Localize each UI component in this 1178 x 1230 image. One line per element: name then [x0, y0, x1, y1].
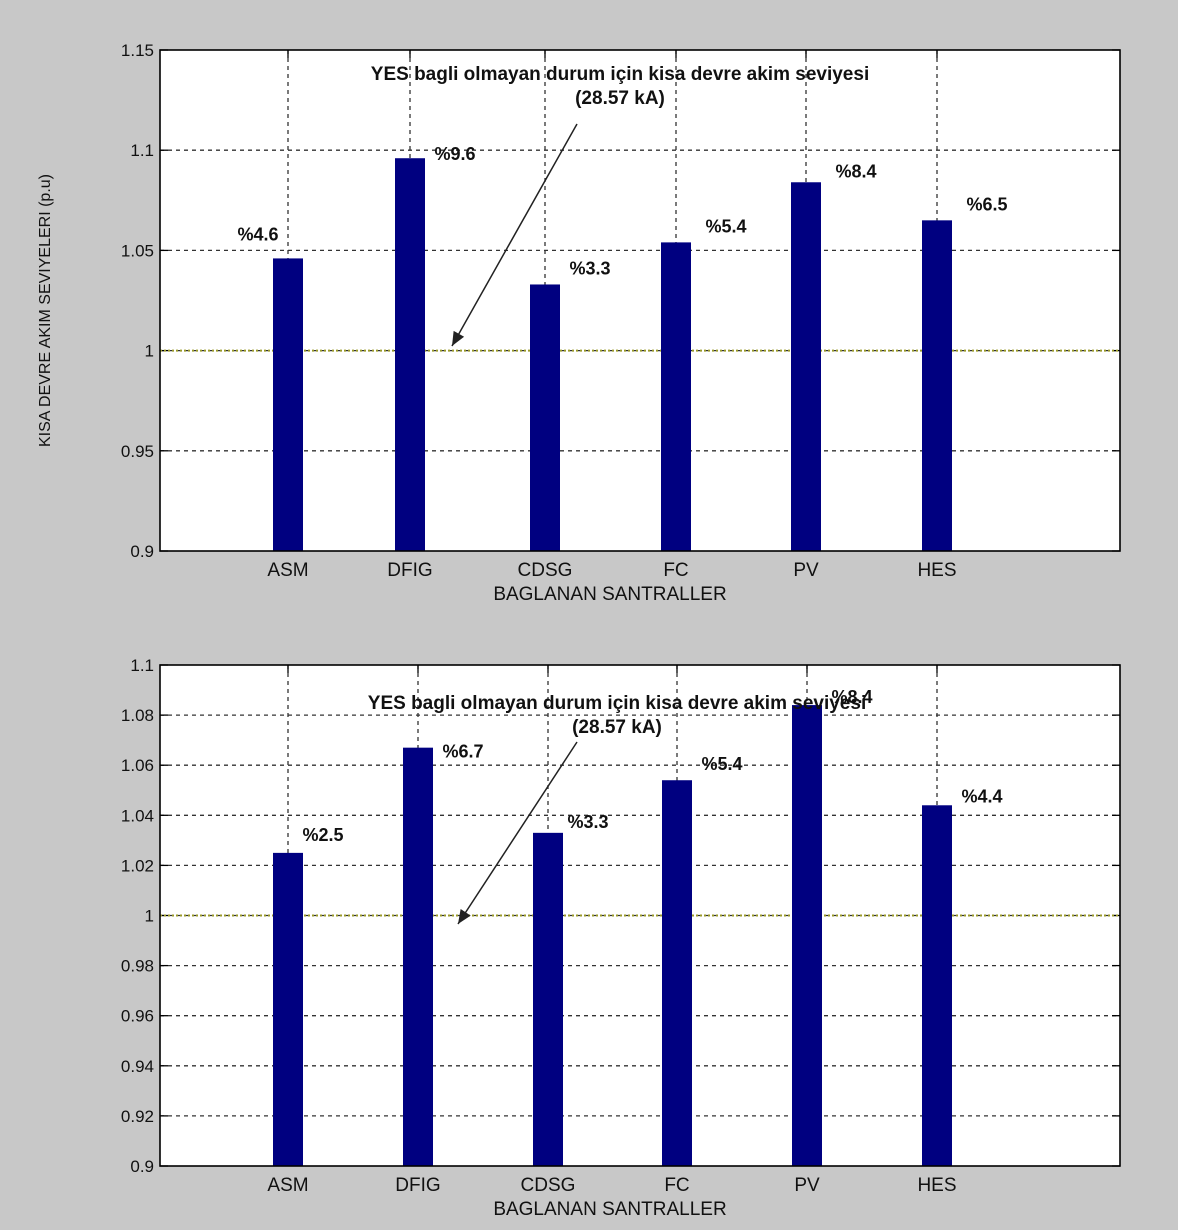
- x-axis-label: BAGLANAN SANTRALLER: [493, 584, 726, 605]
- data-label: %5.4: [701, 754, 742, 774]
- chart-panel-top: 0.9 0.95 1 1.05 1.1 1.15 ASM DFIG CDSG FC PV HES %4.…: [37, 41, 1121, 605]
- x-tick-label: DFIG: [395, 1175, 440, 1196]
- y-tick-label: 0.92: [121, 1107, 154, 1126]
- data-label: %3.3: [569, 258, 610, 278]
- y-tick-label: 0.9: [130, 542, 154, 561]
- axes-frame: [159, 49, 1121, 552]
- bar-asm: [273, 258, 303, 551]
- y-tick-label: 1.05: [121, 241, 154, 260]
- axes-frame: [159, 664, 1121, 1167]
- y-tick-label: 1: [145, 907, 154, 926]
- y-tick-label: 1.1: [130, 656, 154, 675]
- data-label: %6.7: [442, 742, 483, 762]
- x-tick-label: HES: [917, 560, 956, 581]
- x-tick-label: CDSG: [521, 1175, 576, 1196]
- x-tick-label: FC: [663, 560, 688, 581]
- y-tick-label: 1.06: [121, 756, 154, 775]
- y-tick-label: 0.96: [121, 1007, 154, 1026]
- data-label: %3.3: [567, 812, 608, 832]
- y-axis-label: KISA DEVRE AKIM SEVIYELERI (p.u): [37, 174, 54, 447]
- plot-area: [160, 50, 1120, 551]
- bar-fc: [661, 242, 691, 551]
- y-tick-label: 1: [145, 342, 154, 361]
- data-label: %8.4: [835, 161, 876, 181]
- data-label: %4.4: [961, 786, 1002, 806]
- data-label: %9.6: [434, 144, 475, 164]
- data-label: %8.4: [831, 687, 872, 707]
- bar-hes: [922, 220, 952, 551]
- x-tick-label: PV: [794, 1175, 820, 1196]
- x-axis-label: BAGLANAN SANTRALLER: [493, 1199, 726, 1220]
- chart-panel-bottom: 0.9 0.92 0.94 0.96 0.98 1 1.02 1.04 1.06 1.08 1.1 A…: [121, 656, 1121, 1220]
- y-tick-label: 0.94: [121, 1057, 154, 1076]
- data-label: %2.5: [302, 825, 343, 845]
- y-tick-label: 1.02: [121, 856, 154, 875]
- bar-dfig: [395, 158, 425, 551]
- bar-asm: [273, 852, 303, 1166]
- y-tick-label: 0.95: [121, 442, 154, 461]
- y-tick-label: 1.1: [130, 141, 154, 160]
- y-tick-label: 1.04: [121, 806, 154, 825]
- bar-cdsg: [530, 284, 560, 551]
- x-tick-label: DFIG: [387, 560, 432, 581]
- y-tick-label: 1.15: [121, 41, 154, 60]
- annotation-value: (28.57 kA): [572, 717, 662, 738]
- annotation-value: (28.57 kA): [575, 88, 665, 109]
- y-tick-label: 1.08: [121, 706, 154, 725]
- annotation-arrow-line: [457, 741, 578, 925]
- bar-fc: [662, 780, 692, 1166]
- data-label: %5.4: [705, 216, 746, 236]
- x-tick-label: CDSG: [518, 560, 573, 581]
- x-tick-label: FC: [664, 1175, 689, 1196]
- bar-hes: [922, 805, 952, 1166]
- bar-dfig: [403, 747, 433, 1166]
- y-tick-label: 0.98: [121, 957, 154, 976]
- annotation-text: YES bagli olmayan durum için kisa devre …: [368, 693, 866, 714]
- bar-pv: [791, 182, 821, 552]
- data-label: %4.6: [237, 224, 278, 244]
- x-tick-label: PV: [793, 560, 819, 581]
- bar-cdsg: [533, 832, 563, 1166]
- x-tick-label: HES: [917, 1175, 956, 1196]
- annotation-arrow-head: [452, 330, 465, 346]
- annotation-arrow-head: [458, 908, 471, 924]
- y-tick-label: 0.9: [130, 1157, 154, 1176]
- annotation-text: YES bagli olmayan durum için kisa devre …: [371, 64, 869, 85]
- data-label: %6.5: [966, 194, 1007, 214]
- x-tick-label: ASM: [267, 560, 308, 581]
- bar-pv: [792, 705, 822, 1166]
- x-tick-label: ASM: [267, 1175, 308, 1196]
- annotation-arrow-line: [451, 123, 578, 347]
